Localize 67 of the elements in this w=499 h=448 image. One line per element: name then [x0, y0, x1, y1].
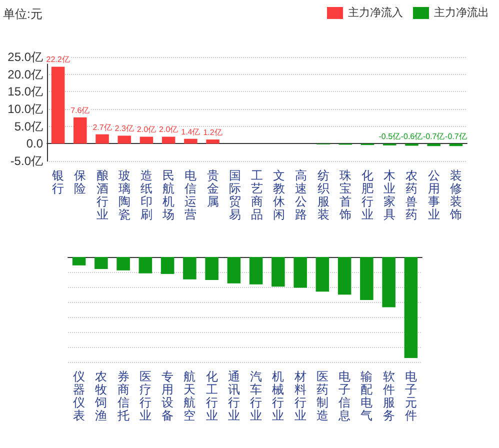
x-tick-label: 医药制造: [316, 370, 328, 422]
x-tick-label: 木业家具: [384, 168, 396, 222]
data-label: 1.4亿: [181, 127, 200, 136]
data-label: -0.7亿: [445, 132, 467, 142]
x-tick-label: 电子元件: [404, 370, 417, 422]
data-label: 2.3亿: [114, 124, 134, 134]
x-tick-label: 专用设备: [162, 370, 174, 422]
y-tick-label: 5.0亿: [14, 119, 43, 134]
x-tick-label: 化工行业: [206, 370, 218, 422]
bar: [449, 144, 463, 146]
x-tick-label: 农牧饲渔: [94, 370, 108, 422]
y-tick-label: 15.0亿: [8, 84, 43, 99]
x-tick-label: 玻璃陶瓷: [118, 168, 130, 222]
x-tick-label: 通讯行业: [228, 370, 240, 422]
legend-label: 主力净流入: [348, 6, 403, 19]
x-tick-label: 工艺商品: [251, 168, 263, 222]
x-tick-label: 航天航空: [184, 370, 196, 422]
x-tick-label: 贵金属: [206, 168, 219, 208]
x-tick-label: 材料行业: [293, 370, 306, 422]
x-tick-label: 券商信托: [116, 370, 130, 422]
x-tick-label: 仪器仪表: [73, 370, 86, 422]
x-tick-label: 机械行业: [272, 370, 284, 422]
data-label: -0.7亿: [422, 132, 445, 142]
x-tick-label: 电子信息: [338, 370, 351, 422]
bar: [206, 140, 220, 144]
x-tick-label: 汽车行业: [250, 370, 262, 422]
bar: [96, 134, 109, 144]
bar: [118, 136, 131, 144]
x-tick-label: 医疗行业: [139, 370, 152, 422]
x-tick-label: 造纸印刷: [140, 168, 152, 222]
x-tick-label: 保险: [74, 168, 86, 196]
data-label: -0.6亿: [400, 132, 423, 142]
y-tick-label: 10.0亿: [8, 102, 43, 116]
y-tick-label: 25.0亿: [8, 50, 43, 64]
bar: [427, 144, 440, 146]
y-tick-label: 0.0: [26, 136, 44, 151]
data-label: 2.0亿: [159, 125, 178, 134]
x-tick-label: 国际贸易: [228, 168, 241, 222]
x-tick-label: 装修装饰: [448, 168, 462, 222]
x-tick-label: 农药兽药: [406, 168, 418, 222]
x-tick-label: 公用事业: [428, 168, 440, 222]
bar: [184, 138, 198, 144]
x-tick-label: 化肥行业: [362, 168, 374, 222]
y-tick-label: 20.0亿: [8, 67, 43, 82]
data-label: -0.5亿: [378, 132, 401, 142]
data-label: 7.6亿: [70, 106, 90, 115]
x-tick-label: 纺织服装: [317, 168, 330, 222]
x-tick-label: 软件服务: [382, 370, 395, 422]
bar: [140, 136, 154, 144]
bar: [74, 117, 87, 144]
bar: [51, 66, 65, 144]
legend-label: 主力净流出: [434, 6, 489, 19]
y-axis-title: 单位:元: [3, 7, 42, 21]
x-tick-label: 民航机场: [162, 168, 175, 222]
data-label: 1.2亿: [203, 128, 222, 138]
x-tick-label: 文教休闲: [273, 168, 286, 222]
x-tick-label: 珠宝首饰: [338, 168, 352, 222]
data-label: 2.7亿: [92, 122, 112, 132]
x-tick-label: 高速公路: [295, 168, 308, 222]
y-tick-label: -5.0亿: [10, 154, 43, 168]
x-tick-label: 输配电气: [360, 370, 373, 422]
x-tick-label: 酿酒行业: [96, 168, 108, 222]
x-tick-label: 电信运营: [184, 168, 197, 222]
bar: [162, 136, 176, 144]
data-label: 2.0亿: [136, 125, 156, 134]
x-tick-label: 银行: [51, 168, 64, 196]
data-label: 22.2亿: [46, 55, 70, 64]
